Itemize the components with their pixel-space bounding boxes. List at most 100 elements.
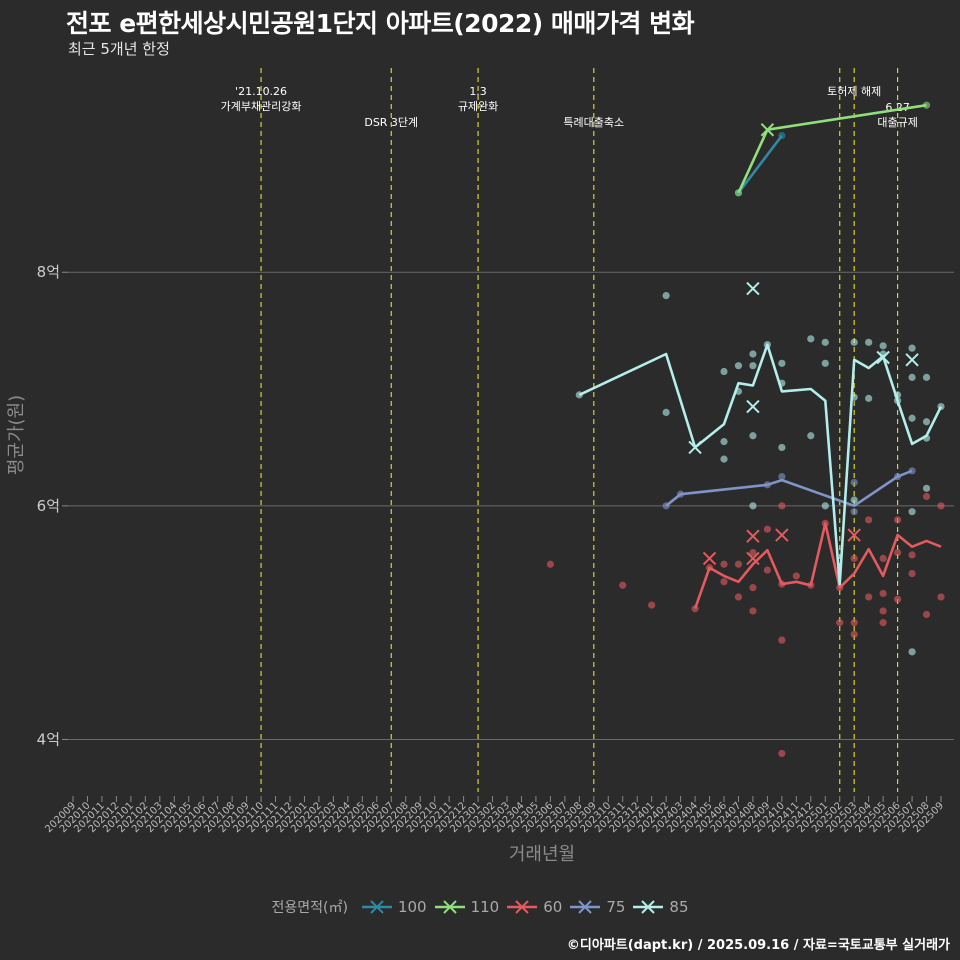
data-point-75 xyxy=(850,508,858,516)
event-label-line: 가계부채관리강화 xyxy=(221,100,302,113)
legend-key-mark xyxy=(370,900,384,914)
data-point-60 xyxy=(894,548,902,557)
data-point-60 xyxy=(792,572,800,580)
data-point-60 xyxy=(937,502,945,510)
event-label-line: 1.3 xyxy=(469,85,487,98)
legend-label: 75 xyxy=(606,898,626,916)
data-point-85 xyxy=(720,438,728,446)
y-tick-label: 6억 xyxy=(37,497,60,515)
event-label: 1.3 규제완화 xyxy=(458,85,498,113)
data-point-60 xyxy=(648,601,656,609)
data-point-85 xyxy=(821,502,829,510)
data-point-60 xyxy=(749,548,757,557)
series-line-85 xyxy=(578,343,943,586)
data-point-85 xyxy=(908,508,916,516)
data-point-75 xyxy=(850,478,858,487)
data-point-85 xyxy=(662,408,670,416)
x-mark-60 xyxy=(702,551,717,566)
x-mark-85 xyxy=(688,440,702,455)
legend-label: 110 xyxy=(470,898,500,916)
data-point-60 xyxy=(720,578,728,586)
data-point-60 xyxy=(763,566,772,574)
gridlines xyxy=(68,271,954,740)
data-point-85 xyxy=(922,484,931,492)
data-point-60 xyxy=(922,610,931,619)
legend: 전용면적(㎡) 100 110 60 75 85 xyxy=(0,895,960,919)
legend-key-mark xyxy=(641,900,656,914)
x-mark-85 xyxy=(746,399,760,414)
data-point-60 xyxy=(894,516,902,524)
data-point-85 xyxy=(749,350,757,358)
data-point-85 xyxy=(908,373,916,381)
legend-item-110: 110 xyxy=(433,896,500,918)
data-point-85 xyxy=(865,394,873,402)
x-mark-85 xyxy=(876,350,890,365)
data-point-85 xyxy=(850,496,858,504)
legend-key-mark xyxy=(515,900,529,914)
x-mark-110 xyxy=(760,123,775,137)
data-point-60 xyxy=(734,560,743,568)
data-point-60 xyxy=(619,581,627,589)
series-line-60 xyxy=(693,522,942,610)
data-point-60 xyxy=(778,636,786,644)
data-point-85 xyxy=(922,373,931,381)
data-point-85 xyxy=(662,292,670,300)
data-point-85 xyxy=(778,359,786,367)
x-mark-60 xyxy=(746,551,760,566)
data-point-85 xyxy=(879,342,887,350)
data-point-60 xyxy=(763,525,772,533)
data-point-85 xyxy=(821,359,829,367)
data-point-85 xyxy=(922,418,931,426)
data-point-60 xyxy=(836,619,844,627)
event-label: 토허제 해제 xyxy=(827,84,881,98)
legend-label: 100 xyxy=(397,898,427,916)
data-point-60 xyxy=(879,619,887,627)
legend-key-100 xyxy=(361,900,392,914)
x-mark-60 xyxy=(775,528,789,542)
data-point-60 xyxy=(749,584,757,592)
legend-item-100: 100 xyxy=(360,896,427,918)
data-point-85 xyxy=(865,338,873,346)
legend-key-60 xyxy=(507,900,538,914)
data-point-85 xyxy=(720,367,728,376)
axes: 4억6억8억2020092020102020112020122021012021… xyxy=(6,263,946,865)
data-point-60 xyxy=(908,569,916,578)
data-point-60 xyxy=(778,749,786,758)
x-mark-60 xyxy=(746,529,760,543)
data-point-60 xyxy=(879,554,887,563)
data-point-60 xyxy=(937,593,945,601)
data-point-60 xyxy=(778,502,786,510)
event-label-line: 토허제 해제 xyxy=(827,84,881,98)
data-point-75 xyxy=(778,473,786,481)
data-point-60 xyxy=(908,551,916,559)
data-point-85 xyxy=(807,335,815,343)
data-point-60 xyxy=(865,593,873,601)
data-point-60 xyxy=(734,593,743,601)
data-point-60 xyxy=(749,607,757,615)
series xyxy=(546,101,945,758)
event-label: '21.10.26 가계부채관리강화 xyxy=(221,85,302,113)
event-label-line: DSR 3단계 xyxy=(364,116,418,129)
data-point-85 xyxy=(821,338,829,346)
legend-key-mark xyxy=(442,900,457,914)
event-label-line: 규제완화 xyxy=(458,100,498,113)
event-label-line: 대출규제 xyxy=(877,116,917,129)
data-point-85 xyxy=(807,432,815,440)
event-label-line: '21.10.26 xyxy=(235,85,287,98)
data-point-85 xyxy=(720,455,728,463)
legend-key-110 xyxy=(434,900,465,914)
chart-title: 전포 e편한세상시민공원1단지 아파트(2022) 매매가격 변화 xyxy=(66,9,695,38)
data-point-85 xyxy=(778,443,786,452)
data-point-60 xyxy=(922,492,931,501)
data-point-85 xyxy=(908,344,916,352)
y-tick-label: 4억 xyxy=(37,730,60,748)
legend-item-85: 85 xyxy=(631,896,689,918)
data-point-60 xyxy=(879,589,887,598)
x-mark-85 xyxy=(905,353,919,367)
event-label: DSR 3단계 xyxy=(364,116,418,129)
legend-title: 전용면적(㎡) xyxy=(271,900,348,916)
event-label: 특례대출축소 xyxy=(563,116,624,129)
legend-key-75 xyxy=(570,900,601,914)
